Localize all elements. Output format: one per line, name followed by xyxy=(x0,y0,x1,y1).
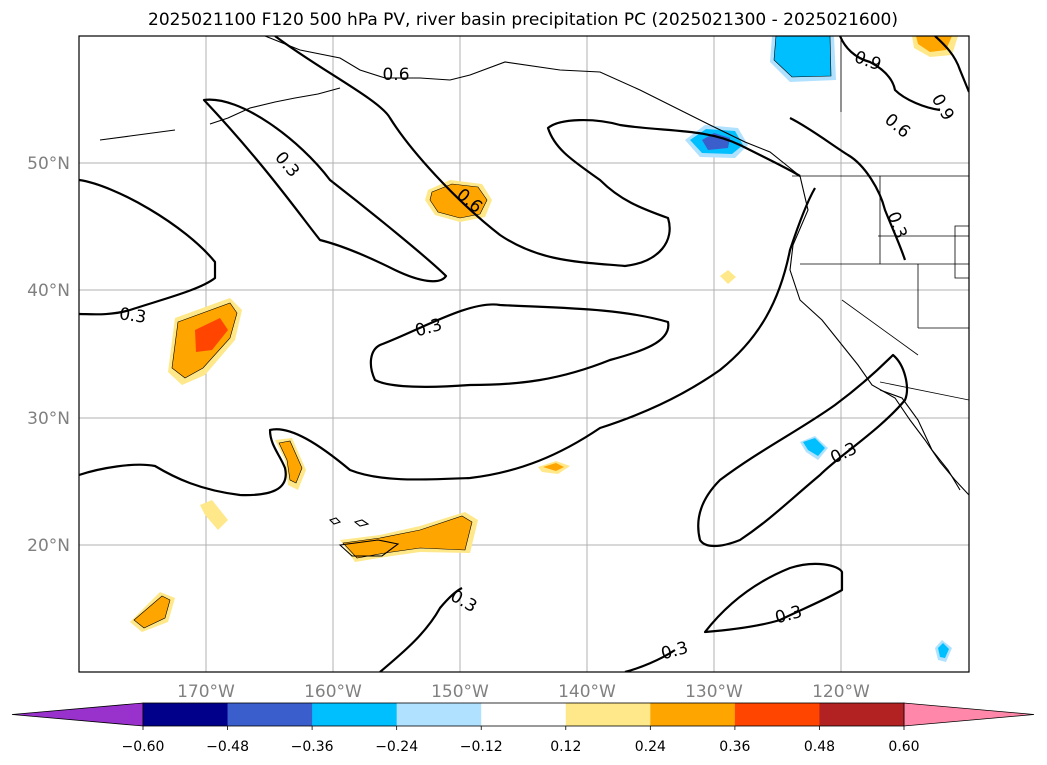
pv-contours xyxy=(79,36,969,672)
colorbar-segment xyxy=(565,703,651,726)
shade-outline xyxy=(278,440,303,484)
colorbar-segment xyxy=(734,703,820,726)
pv-contour xyxy=(274,36,801,268)
shade-positive xyxy=(200,500,228,530)
pv-contour xyxy=(934,36,969,93)
pv-contour xyxy=(697,353,909,548)
aleutian-coastline xyxy=(209,87,341,125)
shade-positive xyxy=(134,596,170,628)
shade-positive xyxy=(720,270,736,284)
hawaii-island xyxy=(353,519,370,527)
colorbar-segment xyxy=(396,703,482,726)
lat-label: 20°N xyxy=(27,536,70,556)
colorbar-tick-label: −0.48 xyxy=(206,739,249,755)
shade-positive xyxy=(916,36,952,52)
latitude-labels: 50°N 40°N 30°N 20°N xyxy=(27,154,70,556)
lat-label: 30°N xyxy=(27,409,70,429)
contour-label: 0.6 xyxy=(382,65,409,85)
colorbar-extend-high xyxy=(903,702,1035,727)
shade-positive xyxy=(279,441,302,483)
lon-label: 150°W xyxy=(431,682,489,702)
map-title: 2025021100 F120 500 hPa PV, river basin … xyxy=(148,10,898,30)
colorbar-tick-label: 0.12 xyxy=(550,739,581,755)
contour-label: 0.3 xyxy=(118,304,148,328)
shade-outline xyxy=(429,183,488,219)
lon-label: 140°W xyxy=(558,682,616,702)
state-border xyxy=(954,225,969,279)
map-panel: 0.6 0.9 0.9 0.6 0.3 0.6 0.3 0.3 0.3 0.3 … xyxy=(78,35,970,673)
pv-contour xyxy=(703,562,844,634)
baja-coastline xyxy=(879,389,961,491)
shade-negative xyxy=(702,133,730,150)
map-frame xyxy=(78,35,970,673)
colorbar-tick-label: 0.60 xyxy=(888,739,919,755)
gridlines xyxy=(79,36,969,672)
colorbar-segment xyxy=(312,703,398,726)
pv-contour xyxy=(624,649,676,672)
colorbar-tick-label: 0.24 xyxy=(635,739,666,755)
shade-positive xyxy=(195,318,228,352)
us-mexico-border xyxy=(879,381,969,401)
state-border xyxy=(841,299,919,356)
shade-positive xyxy=(543,463,564,471)
coastlines xyxy=(99,36,969,557)
shade-negative xyxy=(938,643,949,658)
lon-label: 120°W xyxy=(812,682,870,702)
borders xyxy=(792,36,969,401)
shade-positive xyxy=(430,184,487,218)
hawaii-island xyxy=(328,517,342,525)
pv-contour xyxy=(79,178,217,316)
shade-negative xyxy=(774,36,831,77)
colorbar-frame xyxy=(142,702,905,727)
alaska-coastline xyxy=(264,36,801,177)
pv-contour xyxy=(838,36,941,112)
shade-negative xyxy=(803,438,825,456)
colorbar-tick-label: −0.36 xyxy=(291,739,334,755)
aleutian-coastline xyxy=(99,129,176,141)
shade-outline xyxy=(773,36,832,78)
map-background xyxy=(79,36,969,672)
hawaii-island xyxy=(338,539,400,557)
shade-positive xyxy=(343,516,472,558)
west-coast-coastline xyxy=(789,175,969,496)
lat-label: 40°N xyxy=(27,281,70,301)
colorbar-segment xyxy=(819,703,905,726)
lat-label: 50°N xyxy=(27,154,70,174)
pv-contour xyxy=(369,303,670,388)
colorbar-tick-label: −0.24 xyxy=(375,739,418,755)
pv-contour xyxy=(202,98,448,283)
lon-label: 160°W xyxy=(304,682,362,702)
colorbar-segment xyxy=(481,703,567,726)
shade-outline xyxy=(171,302,238,379)
longitude-labels: 170°W 160°W 150°W 140°W 130°W 120°W xyxy=(177,682,870,702)
colorbar-extend-low xyxy=(11,702,144,727)
colorbar-tick-label: 0.48 xyxy=(804,739,835,755)
shade-outline xyxy=(133,595,171,629)
lon-label: 130°W xyxy=(685,682,743,702)
colorbar-segment xyxy=(143,703,229,726)
colorbar: −0.60 −0.48 −0.36 −0.24 −0.12 0.12 0.24 0.36 0.4… xyxy=(11,702,1035,755)
pv-contour xyxy=(379,587,463,672)
pv-contour xyxy=(79,187,816,497)
colorbar-tick-label: 0.36 xyxy=(719,739,750,755)
colorbar-tick-label: −0.60 xyxy=(122,739,165,755)
colorbar-segment xyxy=(650,703,736,726)
colorbar-tick-label: −0.12 xyxy=(460,739,503,755)
lon-label: 170°W xyxy=(177,682,235,702)
pv-contour xyxy=(789,117,907,261)
colorbar-segment xyxy=(227,703,313,726)
